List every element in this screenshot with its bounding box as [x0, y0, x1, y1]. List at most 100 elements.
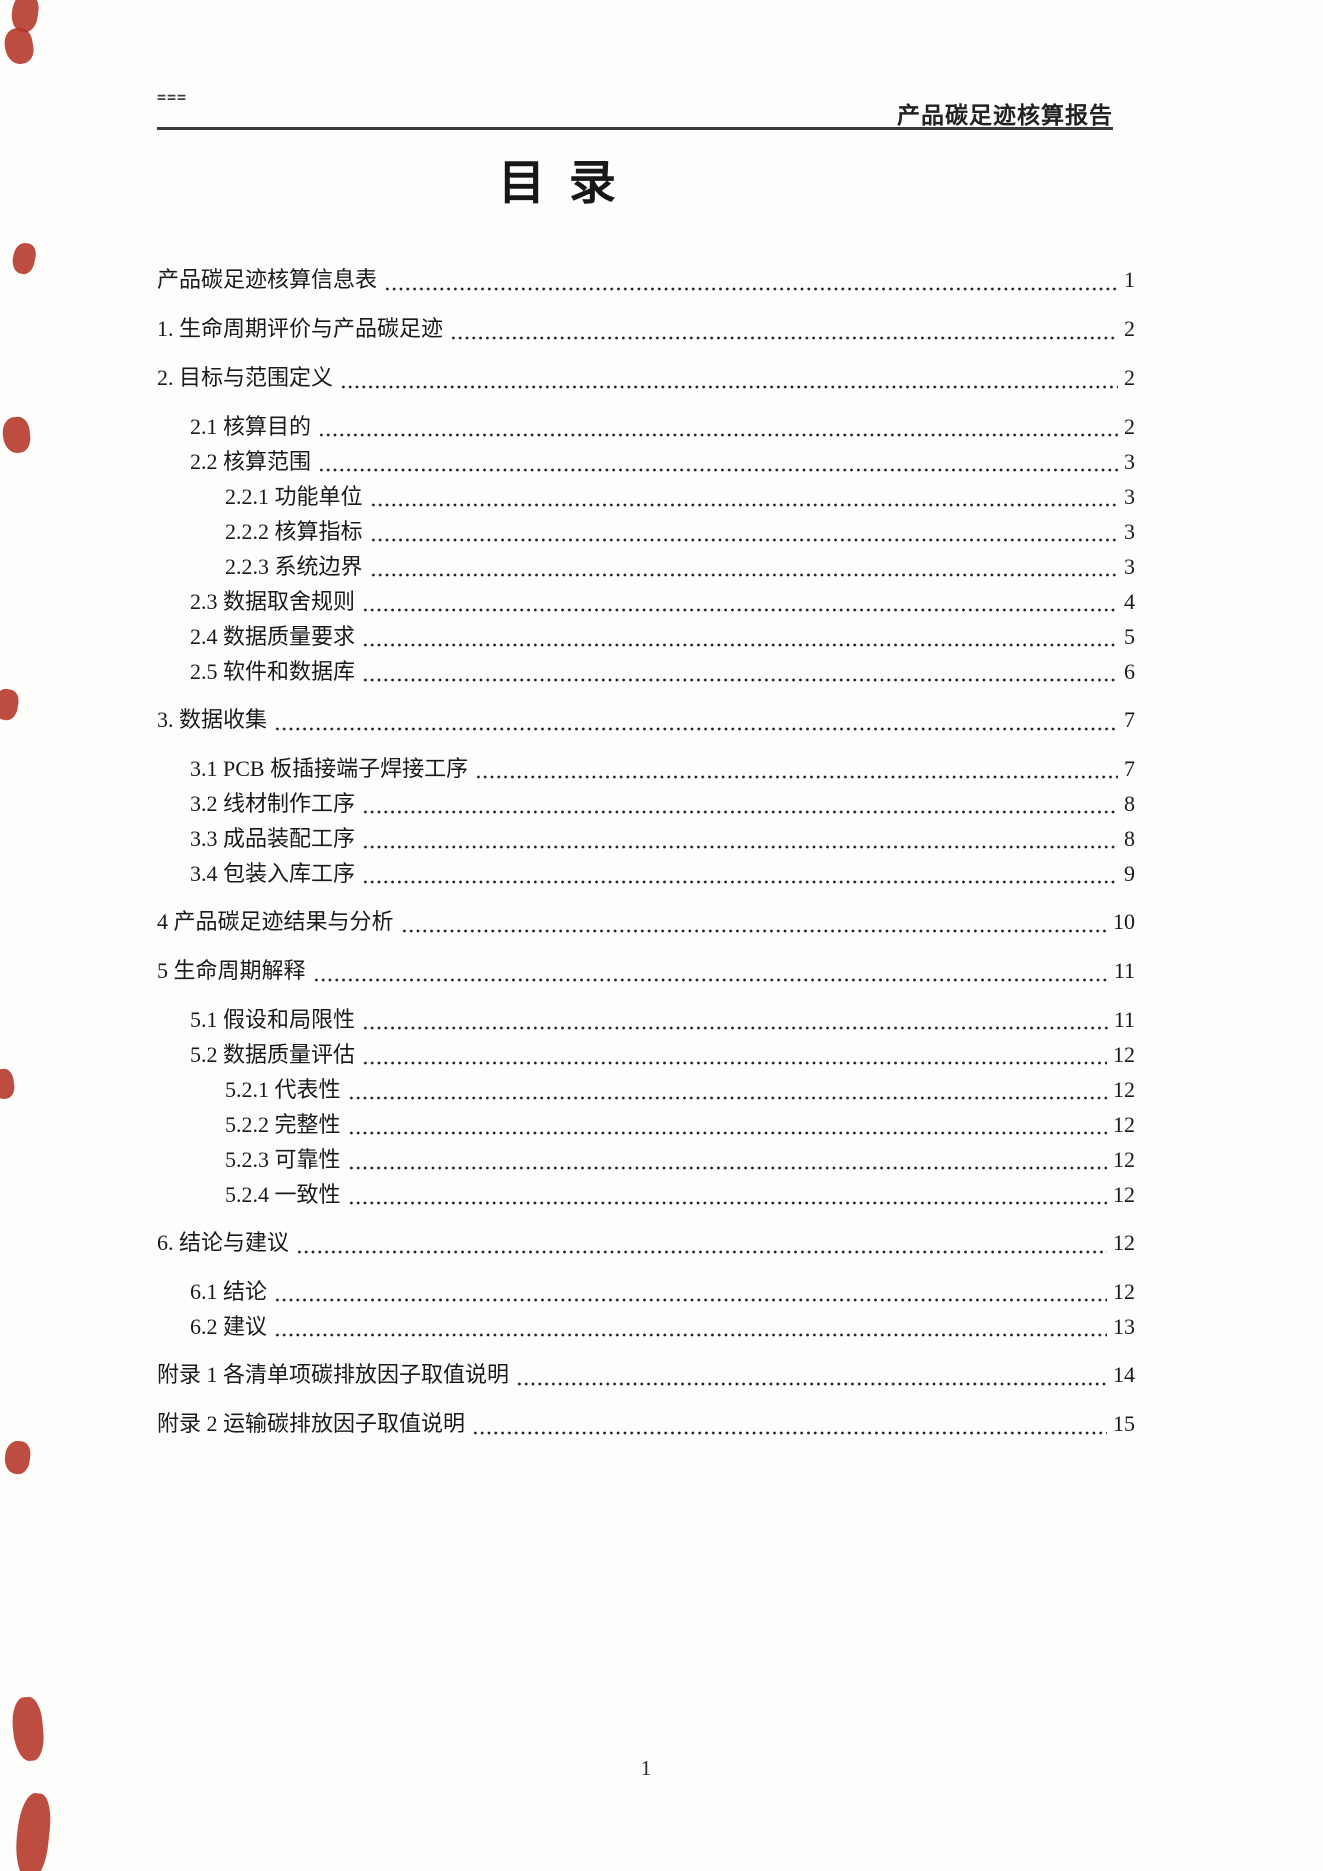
toc-entry-label: 4 产品碳足迹结果与分析: [157, 909, 394, 934]
toc-entry-label: 2.5 软件和数据库: [190, 659, 356, 684]
toc-dot-leader: [347, 1177, 1107, 1212]
toc-entry: 附录 2 运输碳排放因子取值说明 15: [157, 1406, 1135, 1442]
toc-page-number: 15: [1113, 1411, 1135, 1436]
toc-dot-leader: [369, 514, 1118, 549]
toc-dot-leader: [347, 1107, 1107, 1142]
toc-page-number: 12: [1113, 1230, 1135, 1255]
toc-entry-label: 1. 生命周期评价与产品碳足迹: [157, 316, 444, 341]
toc-entry-label: 3.3 成品装配工序: [190, 826, 356, 851]
toc-dot-leader: [312, 953, 1108, 989]
toc-entry: 5.1 假设和局限性 11: [157, 1002, 1135, 1037]
toc-entry: 3.2 线材制作工序 8: [157, 786, 1135, 821]
toc-entry: 4 产品碳足迹结果与分析 10: [157, 904, 1135, 940]
toc-page-number: 12: [1113, 1182, 1135, 1207]
toc-dot-leader: [347, 1072, 1107, 1107]
header-title: 产品碳足迹核算报告: [897, 102, 1113, 128]
toc-entry: 2.3 数据取舍规则 4: [157, 584, 1135, 619]
toc-dot-leader: [362, 821, 1118, 856]
toc-page-number: 12: [1113, 1042, 1135, 1067]
red-scan-mark: [3, 1439, 32, 1476]
toc-entry: 5.2.3 可靠性 12: [157, 1142, 1135, 1177]
toc-entry: 2.2 核算范围 3: [157, 444, 1135, 479]
toc-entry-label: 5.2.4 一致性: [225, 1182, 341, 1207]
toc-entry-label: 3.1 PCB 板插接端子焊接工序: [190, 756, 469, 781]
toc-entry-label: 附录 1 各清单项碳排放因子取值说明: [157, 1362, 510, 1387]
toc-entry: 3.4 包装入库工序 9: [157, 856, 1135, 891]
toc-entry-label: 6. 结论与建议: [157, 1230, 290, 1255]
toc-dot-leader: [362, 1037, 1107, 1072]
toc-entry: 5.2.4 一致性 12: [157, 1177, 1135, 1212]
toc-dot-leader: [362, 786, 1118, 821]
toc-entry-label: 6.2 建议: [190, 1314, 268, 1339]
toc-dot-leader: [369, 479, 1118, 514]
toc-entry: 2.1 核算目的 2: [157, 409, 1135, 444]
toc-page-number: 9: [1124, 861, 1135, 886]
toc-dot-leader: [472, 1406, 1107, 1442]
toc-dot-leader: [318, 444, 1118, 479]
toc-dot-leader: [274, 702, 1118, 738]
toc-entry-label: 5 生命周期解释: [157, 958, 306, 983]
toc-page-number: 5: [1124, 624, 1135, 649]
toc-entry-label: 5.2 数据质量评估: [190, 1042, 356, 1067]
toc-entry-label: 2.2.2 核算指标: [225, 519, 363, 544]
toc-entry: 5 生命周期解释 11: [157, 953, 1135, 989]
toc-page-number: 2: [1124, 414, 1135, 439]
toc-entry: 产品碳足迹核算信息表 1: [157, 262, 1135, 298]
toc-entry: 5.2.2 完整性 12: [157, 1107, 1135, 1142]
toc-dot-leader: [475, 751, 1118, 786]
toc-page-number: 8: [1124, 791, 1135, 816]
toc-dot-leader: [274, 1274, 1107, 1309]
toc-entry: 3. 数据收集 7: [157, 702, 1135, 738]
toc-page-number: 4: [1124, 589, 1135, 614]
toc-dot-leader: [340, 360, 1118, 396]
red-scan-mark: [2, 25, 36, 67]
toc-entry-label: 2.2.1 功能单位: [225, 484, 363, 509]
toc-entry: 2.2.3 系统边界 3: [157, 549, 1135, 584]
toc-entry: 2. 目标与范围定义 2: [157, 360, 1135, 396]
toc-dot-leader: [362, 856, 1118, 891]
toc-page-number: 2: [1124, 316, 1135, 341]
red-scan-mark: [0, 1067, 16, 1101]
toc-page-number: 12: [1113, 1147, 1135, 1172]
toc-entry-label: 2.4 数据质量要求: [190, 624, 356, 649]
toc-entry: 5.2.1 代表性 12: [157, 1072, 1135, 1107]
toc-entry-label: 6.1 结论: [190, 1279, 268, 1304]
toc-dot-leader: [318, 409, 1118, 444]
toc-dot-leader: [362, 654, 1118, 689]
toc-entry: 3.1 PCB 板插接端子焊接工序 7: [157, 751, 1135, 786]
footer-page-number: 1: [640, 1756, 652, 1780]
toc-entry-label: 产品碳足迹核算信息表: [157, 267, 378, 292]
toc-entry-label: 附录 2 运输碳排放因子取值说明: [157, 1411, 466, 1436]
toc-entry-label: 5.2.1 代表性: [225, 1077, 341, 1102]
toc-dot-leader: [516, 1357, 1107, 1393]
toc-entry: 2.2.1 功能单位 3: [157, 479, 1135, 514]
toc-page-number: 3: [1124, 484, 1135, 509]
toc-page-number: 1: [1124, 267, 1135, 292]
toc-entry: 附录 1 各清单项碳排放因子取值说明 14: [157, 1357, 1135, 1393]
toc-entry-label: 2.2.3 系统边界: [225, 554, 363, 579]
toc-entry: 2.4 数据质量要求 5: [157, 619, 1135, 654]
toc-dot-leader: [347, 1142, 1107, 1177]
toc-dot-leader: [274, 1309, 1107, 1344]
toc-page-number: 10: [1113, 909, 1135, 934]
header-left-mark: ===: [157, 88, 188, 106]
toc-entry-label: 2.1 核算目的: [190, 414, 312, 439]
toc-entry: 5.2 数据质量评估 12: [157, 1037, 1135, 1072]
toc-entry: 2.5 软件和数据库 6: [157, 654, 1135, 689]
toc-entry-label: 5.2.2 完整性: [225, 1112, 341, 1137]
toc-page-number: 13: [1113, 1314, 1135, 1339]
toc-entry-label: 3.4 包装入库工序: [190, 861, 356, 886]
toc-page-number: 12: [1113, 1077, 1135, 1102]
toc-entry: 6. 结论与建议 12: [157, 1225, 1135, 1261]
toc-page-number: 2: [1124, 365, 1135, 390]
toc-title: 目 录: [498, 158, 616, 210]
toc-list: 产品碳足迹核算信息表 1 1. 生命周期评价与产品碳足迹 2 2. 目标与范围定…: [157, 249, 1135, 1455]
toc-page-number: 3: [1124, 519, 1135, 544]
toc-page-number: 6: [1124, 659, 1135, 684]
toc-entry: 6.2 建议 13: [157, 1309, 1135, 1344]
toc-dot-leader: [362, 584, 1118, 619]
toc-page-number: 7: [1124, 707, 1135, 732]
toc-dot-leader: [384, 262, 1118, 298]
red-scan-mark: [10, 241, 38, 276]
